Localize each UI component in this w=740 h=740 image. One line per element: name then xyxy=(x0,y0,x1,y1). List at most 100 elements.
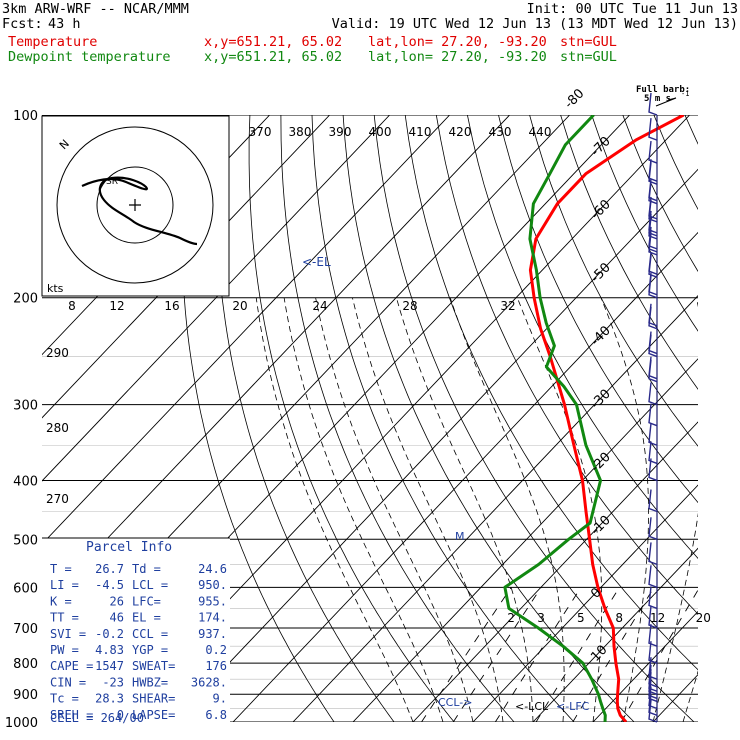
parcel-val-left-7: -23 xyxy=(102,675,124,689)
wind-barb-stroke xyxy=(648,542,658,566)
wind-barb-160 xyxy=(648,210,658,240)
parcel-key-left-5: PW = xyxy=(50,643,79,657)
wind-barb-700 xyxy=(648,605,658,629)
parcel-key-left-3: TT = xyxy=(50,611,79,625)
wind-barb-100 xyxy=(648,92,658,116)
wind-barb-250 xyxy=(648,331,658,358)
wind-barb-stroke xyxy=(648,624,658,647)
moist-adiabat--10 xyxy=(255,297,414,722)
theta-row-label-290: 290 xyxy=(46,346,69,360)
wind-barb-300 xyxy=(648,382,658,406)
wind-barb-stroke xyxy=(648,159,658,182)
parcel-val-right-7: 3628. xyxy=(191,675,227,689)
parcel-key-left-1: LI = xyxy=(50,578,79,592)
theta-label-440: 440 xyxy=(529,125,552,139)
wind-barb-stroke xyxy=(648,331,658,355)
hodograph-center-mark xyxy=(129,199,141,211)
wind-barb-stroke xyxy=(648,657,658,680)
parcel-val-left-8: 28.3 xyxy=(95,692,124,706)
isotherm--90 xyxy=(42,115,510,608)
valid-time: Valid: 19 UTC Wed 12 Jun 13 (13 MDT Wed … xyxy=(331,16,738,32)
wind-barb-325 xyxy=(648,403,658,427)
hodograph-ring-label-28: 28 xyxy=(402,299,417,313)
forecast-hour-value: 43 h xyxy=(48,16,81,32)
wind-barb-stroke xyxy=(648,664,658,688)
wind-barb-stroke xyxy=(648,423,658,446)
parcel-key-right-7: HWBZ= xyxy=(132,675,168,689)
lcl-annotation: <-LCL xyxy=(515,700,549,713)
moist-adiabat-25 xyxy=(600,297,649,722)
mixing-ratio-label-12: 12 xyxy=(650,611,665,625)
parcel-val-left-6: 1547 xyxy=(95,659,124,673)
wind-barb-130 xyxy=(648,159,658,185)
isotherm-label--60: -60 xyxy=(588,197,614,223)
dry-adiabat-270 xyxy=(248,115,455,722)
wind-barb-950 xyxy=(648,686,658,710)
moist-adiabat-5 xyxy=(352,297,504,722)
isotherm-label--80: -80 xyxy=(562,86,588,112)
parcel-key-right-9: LAPSE= xyxy=(132,708,175,722)
dry-adiabat-360 xyxy=(529,115,698,447)
parcel-key-left-8: Tc = xyxy=(50,692,79,706)
wind-barb-stroke xyxy=(648,92,658,116)
isotherm--20 xyxy=(352,358,698,722)
pressure-label-400: 400 xyxy=(13,474,38,489)
hodograph-ring-label-8: 8 xyxy=(68,299,76,313)
wind-barb-875 xyxy=(648,664,658,688)
pressure-label-700: 700 xyxy=(13,622,38,637)
dry-adiabat-400 xyxy=(653,115,698,210)
isotherm-40 xyxy=(713,115,740,722)
pressure-label-500: 500 xyxy=(13,533,38,548)
isotherm-10 xyxy=(532,547,698,722)
moist-adiabat-35 xyxy=(682,670,698,722)
pressure-label-200: 200 xyxy=(13,292,38,307)
theta-label-400: 400 xyxy=(369,125,392,139)
isotherm--30 xyxy=(292,295,698,722)
wind-barb-stroke xyxy=(648,403,658,427)
wind-barb-stroke xyxy=(648,140,658,164)
parcel-key-right-0: Td = xyxy=(132,562,161,576)
mixing-ratio-line-2 xyxy=(421,587,512,722)
theta-label-420: 420 xyxy=(449,125,472,139)
dry-adiabat-350 xyxy=(498,115,698,504)
parcel-val-left-4: -0.2 xyxy=(95,627,124,641)
dry-adiabat-410 xyxy=(684,115,698,145)
parcel-cell: CELL = 264/00 xyxy=(50,711,144,725)
dry-adiabat-310 xyxy=(373,115,695,722)
wind-barb-275 xyxy=(648,356,658,383)
moist-adiabat-10 xyxy=(396,297,534,722)
wind-barb-stroke xyxy=(648,118,658,141)
theta-label-430: 430 xyxy=(489,125,512,139)
parcel-val-left-0: 26.7 xyxy=(95,562,124,576)
parcel-key-left-7: CIN = xyxy=(50,675,86,689)
parcel-key-left-0: T = xyxy=(50,562,72,576)
wind-barb-stroke xyxy=(648,605,658,629)
barb-key-line2: 5 m s xyxy=(644,94,672,104)
model-title: 3km ARW-WRF -- NCAR/MMM xyxy=(2,1,189,17)
moist-adiabat--5 xyxy=(283,297,444,722)
theta-label-380: 380 xyxy=(289,125,312,139)
parcel-key-right-4: CCL = xyxy=(132,627,168,641)
moist-adiabat-15 xyxy=(449,297,565,722)
parcel-val-right-5: 0.2 xyxy=(205,643,227,657)
wind-barb-stroke xyxy=(648,586,658,610)
isotherm--100 xyxy=(42,115,450,545)
moist-adiabat-30 xyxy=(652,297,698,722)
dewpoint-line xyxy=(503,115,607,722)
legend-temperature-latlon: lat,lon= 27.20, -93.20 xyxy=(368,34,547,50)
theta-label-410: 410 xyxy=(409,125,432,139)
mixing-ratio-line-20 xyxy=(620,589,698,722)
wind-barb-450 xyxy=(648,489,658,513)
parcel-val-right-3: 174. xyxy=(198,611,227,625)
wind-barb-650 xyxy=(648,586,658,610)
mixing-ratio-line-3 xyxy=(452,587,542,722)
parcel-val-left-5: 4.83 xyxy=(95,643,124,657)
wind-barb-stroke xyxy=(648,565,658,588)
wind-barb-140 xyxy=(648,178,658,205)
moist-adiabat-0 xyxy=(315,297,474,722)
dry-adiabat-320 xyxy=(404,115,698,671)
wind-barb-200 xyxy=(648,272,658,299)
theta-label-370: 370 xyxy=(249,125,272,139)
wind-barb-375 xyxy=(648,441,658,465)
